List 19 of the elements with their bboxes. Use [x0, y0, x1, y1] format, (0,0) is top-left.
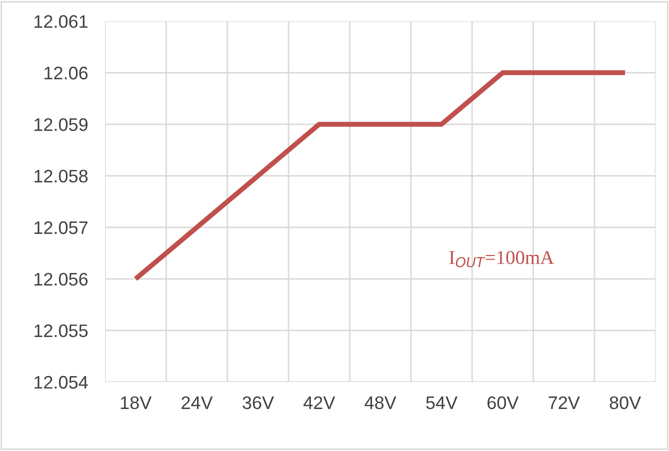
y-tick-label: 12.055: [34, 324, 88, 338]
y-tick-label: 12.056: [34, 272, 88, 286]
annotation: I$_{OUT}$=100mA: [449, 250, 554, 268]
y-tick-label: 12.054: [34, 376, 88, 389]
x-tick-label: 18V: [120, 396, 152, 410]
x-tick-label: 60V: [488, 396, 519, 410]
x-tick-label: 80V: [610, 396, 642, 410]
y-tick-label: 12.06: [44, 66, 88, 80]
x-tick-label: 36V: [242, 396, 274, 410]
y-tick-label: 12.061: [34, 15, 88, 28]
line-series: [133, 70, 628, 282]
x-tick-label: 72V: [548, 396, 580, 409]
y-tick-label: 12.057: [34, 221, 88, 234]
y-tick-label: 12.059: [34, 118, 88, 132]
x-tick-label: 48V: [364, 396, 396, 410]
x-tick-label: 42V: [304, 396, 336, 409]
y-tick-label: 12.058: [34, 170, 88, 183]
x-tick-label: 24V: [182, 396, 213, 409]
x-tick-label: 54V: [426, 396, 458, 410]
